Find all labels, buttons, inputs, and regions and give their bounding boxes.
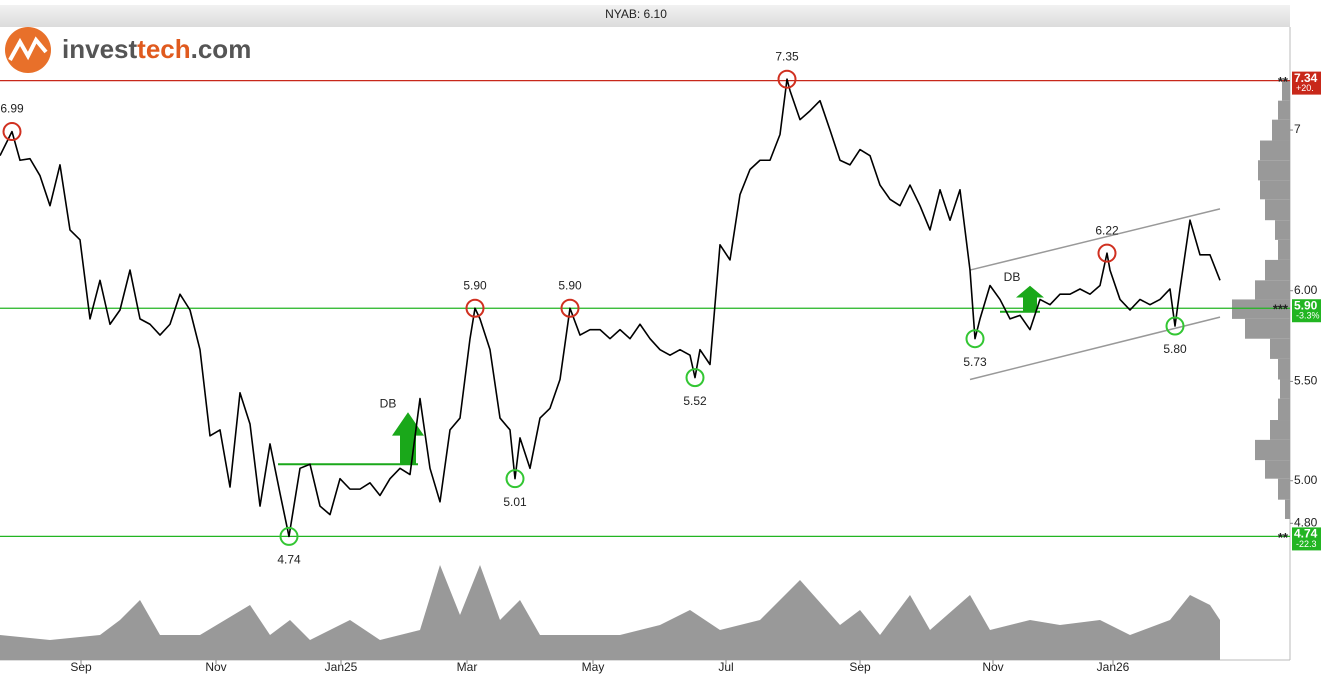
profile-bar <box>1265 199 1290 221</box>
extreme-label: 5.90 <box>558 278 582 292</box>
profile-bar <box>1258 160 1290 181</box>
level-label: 4.74 <box>1294 527 1318 541</box>
level-change: +20. <box>1296 83 1314 93</box>
profile-bar <box>1278 478 1290 500</box>
chart-title: NYAB: 6.10 <box>605 7 667 21</box>
logo: investtech.com <box>5 27 251 73</box>
profile-bar <box>1270 420 1290 440</box>
logo-text: investtech.com <box>62 34 251 64</box>
level-change: -22.3 <box>1296 539 1317 549</box>
bottom-marker <box>279 526 299 546</box>
x-tick-label: Nov <box>205 660 226 674</box>
profile-bar <box>1275 220 1290 240</box>
x-tick-label: Jan26 <box>1097 660 1130 674</box>
pattern-label: DB <box>380 396 397 410</box>
level-stars: *** <box>1273 302 1289 317</box>
extreme-label: 4.74 <box>277 553 301 567</box>
level-stars: ** <box>1278 74 1289 89</box>
profile-bar <box>1255 439 1290 461</box>
profile-bar <box>1265 259 1290 281</box>
volume-area <box>0 565 1220 660</box>
level-label: 7.34 <box>1294 71 1318 85</box>
header-bar <box>0 5 1290 27</box>
profile-bar <box>1278 358 1290 380</box>
y-tick-label: 6.00 <box>1294 283 1318 297</box>
level-stars: ** <box>1278 530 1289 545</box>
profile-bar <box>1282 80 1290 101</box>
pattern-label: DB <box>1004 270 1021 284</box>
y-tick-label: 4.80 <box>1294 515 1318 529</box>
bottom-marker <box>505 469 525 489</box>
y-tick-label: 5.00 <box>1294 473 1318 487</box>
extreme-label: 7.35 <box>775 49 799 63</box>
price-line <box>0 78 1221 538</box>
profile-bar <box>1278 398 1290 421</box>
profile-bar <box>1260 140 1290 161</box>
profile-bar <box>1272 119 1290 141</box>
profile-bar <box>1255 280 1290 300</box>
profile-bar <box>1285 499 1290 519</box>
pattern-arrow <box>392 412 424 465</box>
channel-line <box>969 316 1221 381</box>
x-tick-label: Mar <box>457 660 478 674</box>
y-tick-label: 7 <box>1294 122 1301 136</box>
x-tick-label: Jul <box>718 660 733 674</box>
logo-zigzag <box>8 36 48 61</box>
level-tag <box>1292 299 1321 323</box>
x-tick-label: Jan25 <box>325 660 358 674</box>
logo-part: .com <box>191 34 252 64</box>
profile-bar <box>1270 338 1290 359</box>
top-marker <box>1097 243 1117 263</box>
bottom-marker <box>965 329 985 349</box>
level-tag <box>1292 71 1321 95</box>
level-label: 5.90 <box>1294 298 1318 312</box>
channel-line <box>969 208 1221 271</box>
top-marker <box>465 298 485 318</box>
profile-bar <box>1232 299 1290 319</box>
extreme-label: 5.80 <box>1163 342 1187 356</box>
top-marker <box>560 298 580 318</box>
x-tick-label: Sep <box>70 660 92 674</box>
extreme-label: 6.99 <box>0 102 24 116</box>
profile-bar <box>1260 180 1290 200</box>
top-marker <box>777 69 797 89</box>
extreme-label: 5.52 <box>683 394 707 408</box>
y-tick-label: 5.50 <box>1294 374 1318 388</box>
profile-bar <box>1278 100 1290 120</box>
profile-bar <box>1265 460 1290 479</box>
level-change: -3.3% <box>1296 311 1320 321</box>
x-tick-label: Sep <box>849 660 871 674</box>
top-marker <box>2 122 22 142</box>
level-tag <box>1292 527 1321 551</box>
profile-bar <box>1278 239 1290 260</box>
profile-bar <box>1245 318 1290 339</box>
bottom-marker <box>1165 316 1185 336</box>
pattern-arrow <box>1016 285 1044 312</box>
extreme-label: 5.01 <box>503 495 527 509</box>
logo-part: tech <box>137 34 190 64</box>
extreme-label: 6.22 <box>1095 223 1119 237</box>
bottom-marker <box>685 368 705 388</box>
extreme-label: 5.90 <box>463 278 487 292</box>
logo-part: invest <box>62 34 137 64</box>
profile-bar <box>1280 379 1290 399</box>
x-tick-label: May <box>582 660 605 674</box>
x-tick-label: Nov <box>982 660 1003 674</box>
logo-icon <box>5 27 51 73</box>
extreme-label: 5.73 <box>963 355 987 369</box>
